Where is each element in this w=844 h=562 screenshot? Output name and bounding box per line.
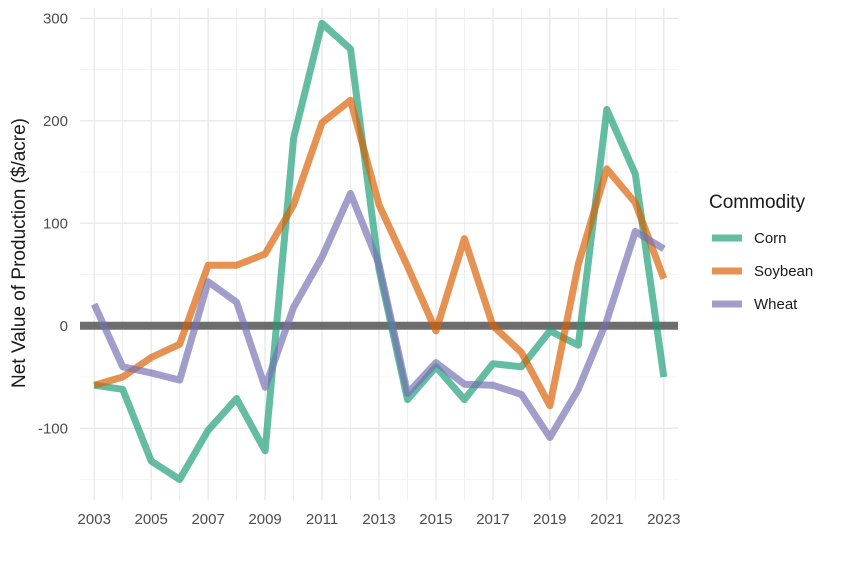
x-tick-label: 2003 [78,511,111,528]
legend-item-corn: Corn [712,230,787,247]
x-tick-label: 2021 [590,511,623,528]
y-axis-label: Net Value of Production ($/acre) [9,118,30,388]
y-axis-ticks: -100 0 100 200 300 [38,10,68,437]
x-axis-ticks: 2003 2005 2007 2009 2011 2013 2015 2017 2019 2021… [78,511,681,528]
y-tick-label: -100 [38,420,68,437]
x-tick-label: 2009 [248,511,281,528]
legend-label: Corn [754,230,787,247]
x-tick-label: 2017 [476,511,509,528]
y-tick-label: 100 [43,215,68,232]
series-layer [91,19,668,483]
legend-title: Commodity [709,192,806,213]
series-line-wheat [91,190,666,441]
legend-items: Corn Soybean Wheat [712,230,813,313]
y-tick-label: 200 [43,113,68,130]
y-tick-label: 0 [60,318,68,335]
x-tick-label: 2005 [135,511,168,528]
x-tick-label: 2007 [191,511,224,528]
legend: Commodity Corn Soybean Wheat [709,192,813,313]
x-tick-label: 2013 [362,511,395,528]
x-tick-label: 2023 [647,511,680,528]
x-tick-label: 2019 [533,511,566,528]
legend-item-wheat: Wheat [712,296,798,313]
legend-item-soybean: Soybean [712,263,813,280]
y-tick-label: 300 [43,10,68,27]
x-tick-label: 2011 [306,511,338,528]
legend-label: Soybean [754,263,813,280]
series-line-soybean [93,96,668,410]
x-tick-label: 2015 [419,511,452,528]
grid-major [80,8,678,500]
legend-label: Wheat [754,296,798,313]
